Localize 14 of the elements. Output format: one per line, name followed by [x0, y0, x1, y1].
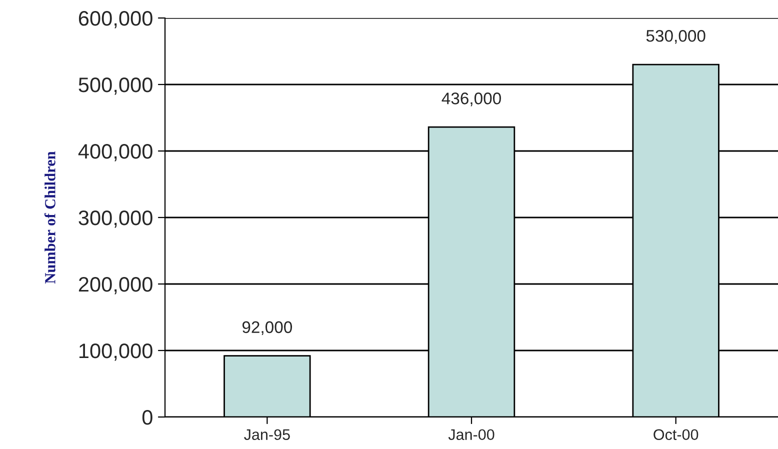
data-label: 530,000 [646, 30, 706, 44]
y-tick-label: 0 [142, 410, 152, 425]
data-label: 92,000 [242, 321, 292, 336]
y-tick-label: 600,000 [78, 11, 152, 28]
x-tick-label: Jan-95 [244, 429, 290, 440]
data-label: 436,000 [442, 92, 501, 106]
y-axis-title: Number of Children [44, 151, 56, 284]
x-tick-label: Oct-00 [654, 429, 698, 440]
y-tick-label: 100,000 [79, 344, 152, 361]
x-tick-label: Jan-00 [448, 429, 494, 440]
y-tick-label: 300,000 [78, 210, 152, 228]
y-tick-label: 200,000 [78, 277, 152, 294]
y-tick-label: 400,000 [78, 144, 152, 162]
y-tick-label: 500,000 [78, 78, 152, 95]
